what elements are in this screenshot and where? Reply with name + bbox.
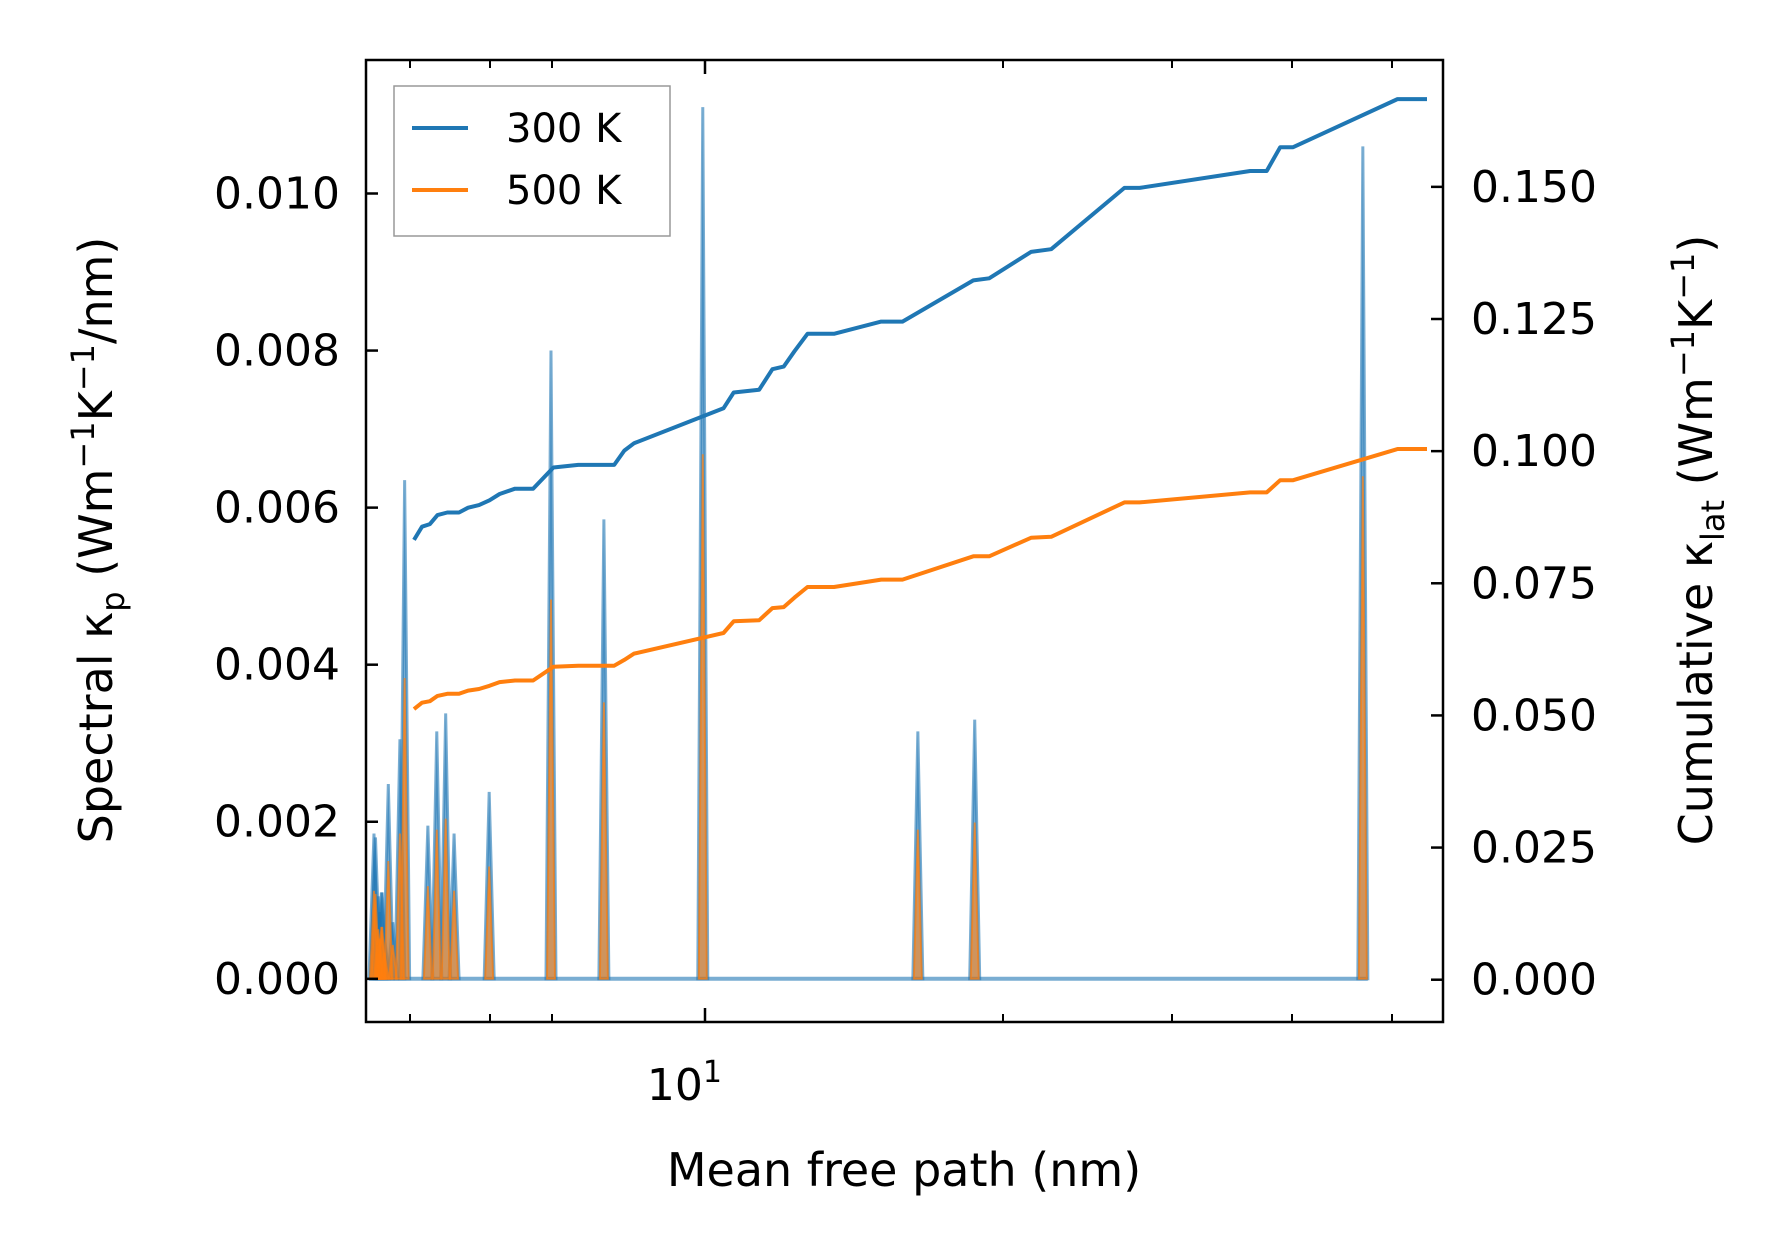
spectral-peak-500k-19 — [912, 829, 923, 980]
legend-frame — [393, 85, 671, 237]
axes-frame — [364, 58, 1445, 1024]
spectral-peak-500k-12 — [431, 829, 442, 980]
spectral-peak-500k-18 — [697, 454, 708, 980]
right-axis-label: Cumulative κlat (Wm−1K−1) — [1664, 235, 1732, 846]
right-y-tick-label: 0.050 — [1471, 690, 1597, 741]
legend: 300 K 500 K — [393, 85, 671, 237]
right-y-tick-label: 0.150 — [1471, 162, 1597, 213]
spectral-peak-500k-20 — [969, 822, 980, 980]
spectral-peak-500k-14 — [449, 890, 460, 980]
spectral-peak-500k-11 — [422, 886, 433, 980]
spectral-peak-500k-17 — [598, 702, 609, 980]
legend-label-500k: 500 K — [506, 168, 623, 214]
right-y-tick-label: 0.000 — [1471, 955, 1597, 1006]
spectral-peak-500k-21 — [1357, 476, 1368, 980]
spectral-peak-500k-10 — [399, 678, 410, 980]
left-y-tick-label: 0.008 — [214, 326, 340, 377]
spectral-peak-500k-16 — [545, 599, 556, 980]
left-y-tick-label: 0.004 — [214, 640, 340, 691]
left-axis-label: Spectral κp (Wm−1K−1/nm) — [64, 237, 132, 844]
spectral-peak-500k-8 — [387, 944, 398, 980]
plot-area — [367, 97, 1427, 981]
left-y-tick-label: 0.000 — [214, 954, 340, 1005]
right-y-tick-label: 0.125 — [1471, 294, 1597, 345]
left-y-tick-label: 0.010 — [214, 169, 340, 220]
x-tick-label: 101 — [647, 1055, 722, 1111]
right-y-tick-label: 0.025 — [1471, 823, 1597, 874]
left-y-tick-label: 0.006 — [214, 483, 340, 534]
right-y-tick-label: 0.100 — [1471, 426, 1597, 477]
right-y-tick-label: 0.075 — [1471, 558, 1597, 609]
x-axis-label: Mean free path (nm) — [667, 1143, 1141, 1197]
cumulative-line-300k — [412, 97, 1427, 541]
cumulative-line-500k — [412, 447, 1427, 711]
spectral-peak-500k-13 — [440, 818, 451, 980]
legend-label-300k: 300 K — [506, 106, 623, 152]
axis-ticks: 0.000 0.002 0.004 0.006 0.008 0.010 0.000 0.025… — [214, 60, 1597, 1022]
left-y-tick-label: 0.002 — [214, 797, 340, 848]
spectral-peak-500k-15 — [484, 866, 495, 980]
